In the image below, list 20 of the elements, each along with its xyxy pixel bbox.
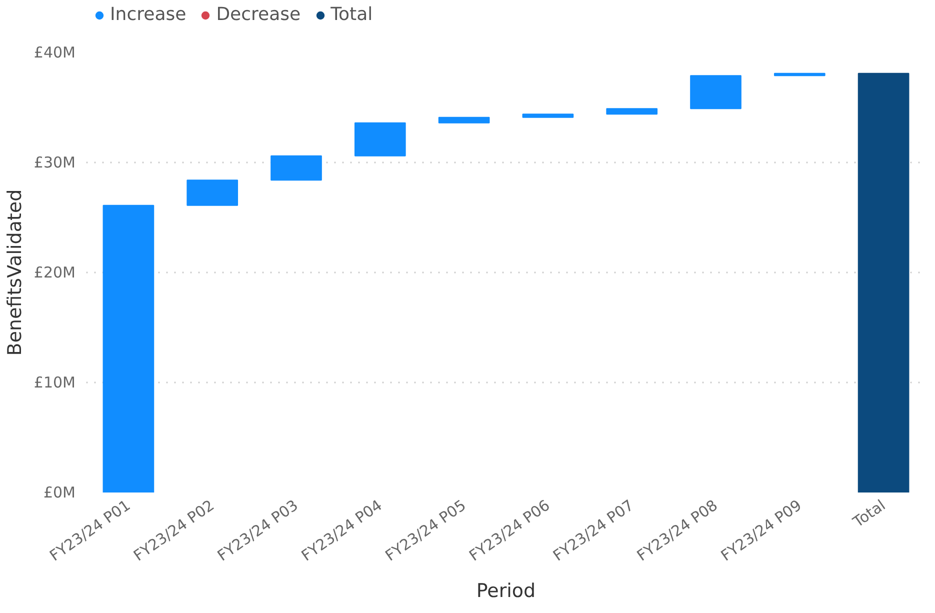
bar [102, 204, 154, 492]
bar [354, 122, 406, 156]
y-tick-label: £10M [34, 374, 76, 392]
x-axis-title: Period [476, 580, 536, 602]
bar [690, 75, 742, 110]
bar [774, 72, 826, 76]
y-tick-label: £0M [43, 484, 76, 502]
y-tick-label: £20M [34, 264, 76, 282]
bar [270, 155, 322, 181]
bar [858, 72, 910, 492]
y-tick-label: £30M [34, 154, 76, 172]
y-tick-label: £40M [34, 44, 76, 62]
legend-label: Increase [110, 4, 186, 25]
bar [438, 116, 490, 124]
legend-label: Decrease [216, 4, 301, 25]
bar [186, 180, 238, 206]
y-axis-title: BenefitsValidated [4, 189, 26, 356]
bar [606, 108, 658, 115]
legend-label: Total [330, 4, 373, 25]
bar [522, 114, 574, 118]
